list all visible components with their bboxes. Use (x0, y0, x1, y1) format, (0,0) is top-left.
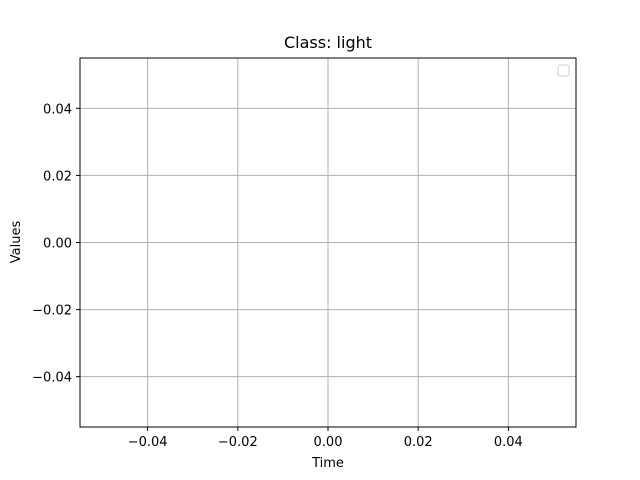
x-axis-label: Time (311, 456, 344, 471)
y-axis-ticks: 0.04 0.02 0.00 −0.02 −0.04 (32, 102, 80, 386)
x-tick-label: −0.02 (218, 435, 258, 450)
y-tick-label: 0.04 (43, 102, 72, 117)
y-tick-label: 0.02 (43, 169, 72, 184)
x-tick-label: 0.00 (314, 435, 343, 450)
x-tick-label: 0.04 (494, 435, 523, 450)
x-axis-ticks: −0.04 −0.02 0.00 0.02 0.04 (128, 427, 523, 450)
y-tick-label: −0.02 (32, 304, 72, 319)
y-tick-label: −0.04 (32, 371, 72, 386)
legend-box (557, 64, 570, 77)
grid (80, 58, 576, 427)
chart-title: Class: light (284, 33, 372, 52)
x-tick-label: 0.02 (404, 435, 433, 450)
y-axis-label: Values (9, 221, 24, 264)
y-tick-label: 0.00 (43, 237, 72, 252)
x-tick-label: −0.04 (128, 435, 168, 450)
